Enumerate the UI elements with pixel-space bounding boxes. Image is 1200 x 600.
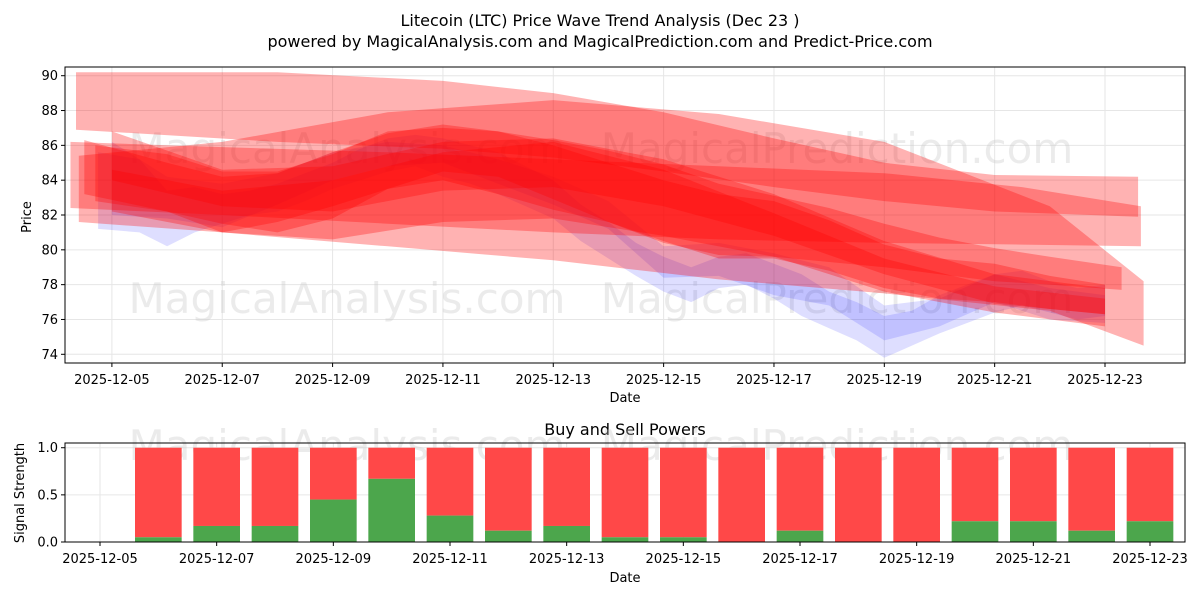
powers-y-axis: 0.0 0.5 1.0 bbox=[37, 441, 65, 551]
sell-power-bar bbox=[368, 447, 415, 479]
red-wave-band bbox=[76, 72, 1139, 217]
price-y-tick-label: 90 bbox=[41, 69, 58, 84]
red-wave-band bbox=[111, 131, 1105, 315]
chart-title: Litecoin (LTC) Price Wave Trend Analysis… bbox=[401, 11, 800, 30]
buy-power-bar bbox=[1126, 521, 1174, 542]
price-x-tick-label: 2025-12-09 bbox=[295, 373, 371, 388]
sell-power-bar bbox=[601, 447, 649, 538]
buy-power-bar bbox=[485, 530, 532, 542]
powers-plot-frame bbox=[64, 442, 1186, 543]
price-y-label: Price bbox=[20, 201, 35, 233]
blue-wave-band bbox=[111, 141, 1105, 341]
powers-x-tick-label: 2025-12-17 bbox=[762, 552, 838, 567]
buy-power-bar bbox=[368, 478, 415, 542]
watermark-prediction-2: MagicalPrediction.com bbox=[601, 274, 1074, 323]
price-x-label: Date bbox=[609, 391, 640, 406]
price-y-tick-label: 76 bbox=[41, 313, 58, 328]
price-x-tick-label: 2025-12-05 bbox=[74, 373, 150, 388]
price-x-tick-label: 2025-12-11 bbox=[405, 373, 481, 388]
price-y-tick-label: 88 bbox=[41, 104, 58, 119]
powers-chart: Buy and Sell Powers MagicalAnalysis.com … bbox=[13, 420, 1188, 586]
powers-x-tick-label: 2025-12-09 bbox=[296, 552, 372, 567]
price-x-tick-label: 2025-12-07 bbox=[184, 373, 260, 388]
blue-wave-band bbox=[98, 134, 1106, 358]
price-x-tick-label: 2025-12-21 bbox=[957, 373, 1033, 388]
red-wave-band bbox=[111, 141, 1105, 327]
sell-power-bar bbox=[485, 447, 532, 531]
buy-power-bar bbox=[601, 537, 649, 542]
price-x-axis: 2025-12-05 2025-12-07 2025-12-09 2025-12-11… bbox=[74, 363, 1143, 388]
price-bands bbox=[70, 72, 1144, 358]
price-chart: MagicalAnalysis.com MagicalPrediction.co… bbox=[20, 66, 1186, 406]
price-watermarks: MagicalAnalysis.com MagicalPrediction.co… bbox=[129, 124, 1074, 323]
buy-power-bar bbox=[193, 525, 240, 542]
price-y-tick-label: 78 bbox=[41, 278, 58, 293]
buy-power-bar bbox=[1010, 521, 1057, 542]
sell-power-bar bbox=[776, 447, 824, 531]
price-y-axis: 74 76 78 80 82 84 86 88 90 bbox=[41, 69, 65, 363]
price-x-tick-label: 2025-12-15 bbox=[626, 373, 702, 388]
powers-y-tick-label: 0.5 bbox=[37, 488, 58, 503]
buy-power-bar bbox=[426, 515, 474, 542]
powers-x-axis: 2025-12-05 2025-12-07 2025-12-09 2025-12-11… bbox=[62, 542, 1188, 567]
price-y-tick-label: 84 bbox=[41, 174, 58, 189]
buy-power-bar bbox=[660, 537, 707, 542]
sell-power-bar bbox=[1126, 447, 1174, 522]
sell-power-bar bbox=[893, 447, 940, 542]
watermark-analysis-2: MagicalAnalysis.com bbox=[129, 274, 566, 323]
powers-title: Buy and Sell Powers bbox=[544, 420, 706, 439]
sell-power-bar bbox=[251, 447, 299, 526]
buy-power-bar bbox=[1068, 530, 1115, 542]
powers-x-label: Date bbox=[609, 571, 640, 586]
red-wave-band bbox=[84, 124, 1122, 290]
powers-x-tick-label: 2025-12-19 bbox=[879, 552, 955, 567]
buy-power-bar bbox=[135, 537, 182, 542]
red-wave-band bbox=[70, 141, 1141, 247]
price-y-tick-label: 82 bbox=[41, 209, 58, 224]
watermark-analysis-1: MagicalAnalysis.com bbox=[129, 124, 566, 173]
buy-power-bar bbox=[543, 525, 590, 542]
powers-x-tick-label: 2025-12-23 bbox=[1112, 552, 1188, 567]
powers-x-tick-label: 2025-12-11 bbox=[412, 552, 488, 567]
price-y-tick-label: 86 bbox=[41, 139, 58, 154]
sell-power-bar bbox=[1068, 447, 1115, 531]
sell-power-bar bbox=[951, 447, 999, 522]
powers-bars bbox=[135, 447, 1174, 542]
buy-power-bar bbox=[310, 499, 357, 542]
buy-power-bar bbox=[776, 530, 824, 542]
powers-x-tick-label: 2025-12-15 bbox=[646, 552, 722, 567]
sell-power-bar bbox=[1010, 447, 1057, 522]
watermark-prediction-1: MagicalPrediction.com bbox=[601, 124, 1074, 173]
buy-power-bar bbox=[251, 525, 299, 542]
powers-x-tick-label: 2025-12-13 bbox=[529, 552, 605, 567]
price-y-tick-label: 74 bbox=[41, 348, 58, 363]
sell-power-bar bbox=[193, 447, 240, 526]
powers-y-label: Signal Strength bbox=[13, 443, 28, 543]
powers-x-tick-label: 2025-12-05 bbox=[62, 552, 138, 567]
price-x-tick-label: 2025-12-23 bbox=[1067, 373, 1143, 388]
red-wave-band bbox=[78, 100, 1144, 346]
red-wave-band bbox=[95, 127, 1106, 315]
chart-subtitle: powered by MagicalAnalysis.com and Magic… bbox=[267, 32, 932, 51]
sell-power-bar bbox=[660, 447, 707, 538]
powers-x-tick-label: 2025-12-21 bbox=[996, 552, 1072, 567]
price-x-tick-label: 2025-12-13 bbox=[515, 373, 591, 388]
sell-power-bar bbox=[835, 447, 882, 542]
buy-power-bar bbox=[951, 521, 999, 542]
sell-power-bar bbox=[135, 447, 182, 538]
sell-power-bar bbox=[426, 447, 474, 516]
powers-y-tick-label: 1.0 bbox=[37, 441, 58, 456]
price-x-tick-label: 2025-12-19 bbox=[847, 373, 923, 388]
sell-power-bar bbox=[718, 447, 765, 542]
powers-x-tick-label: 2025-12-07 bbox=[179, 552, 255, 567]
sell-power-bar bbox=[543, 447, 590, 526]
price-grid bbox=[65, 67, 1185, 363]
powers-y-tick-label: 0.0 bbox=[37, 536, 58, 551]
price-y-tick-label: 80 bbox=[41, 243, 58, 258]
price-x-tick-label: 2025-12-17 bbox=[736, 373, 812, 388]
sell-power-bar bbox=[310, 447, 357, 500]
